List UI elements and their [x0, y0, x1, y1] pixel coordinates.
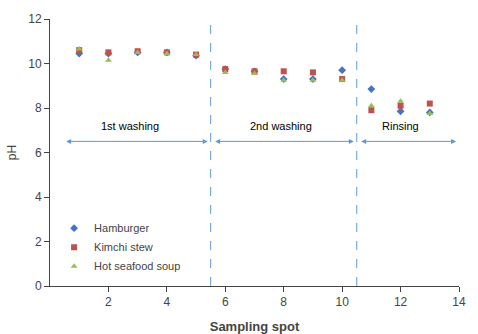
svg-text:Rinsing: Rinsing: [382, 120, 419, 132]
svg-text:14: 14: [452, 295, 466, 309]
svg-text:8: 8: [280, 295, 287, 309]
svg-text:pH: pH: [5, 145, 19, 160]
svg-text:12: 12: [394, 295, 408, 309]
svg-text:2nd washing: 2nd washing: [250, 120, 312, 132]
svg-text:6: 6: [222, 295, 229, 309]
svg-text:Sampling spot: Sampling spot: [210, 319, 300, 334]
svg-text:Hamburger: Hamburger: [94, 222, 149, 234]
svg-text:0: 0: [35, 279, 42, 293]
svg-text:2: 2: [105, 295, 112, 309]
svg-text:2: 2: [35, 235, 42, 249]
svg-text:4: 4: [164, 295, 171, 309]
svg-text:4: 4: [35, 190, 42, 204]
svg-text:Hot seafood soup: Hot seafood soup: [94, 260, 180, 272]
svg-text:10: 10: [28, 57, 42, 71]
svg-text:10: 10: [335, 295, 349, 309]
svg-text:6: 6: [35, 146, 42, 160]
svg-text:8: 8: [35, 101, 42, 115]
svg-text:Kimchi stew: Kimchi stew: [94, 241, 153, 253]
svg-text:12: 12: [28, 12, 42, 26]
svg-text:1st washing: 1st washing: [101, 120, 159, 132]
